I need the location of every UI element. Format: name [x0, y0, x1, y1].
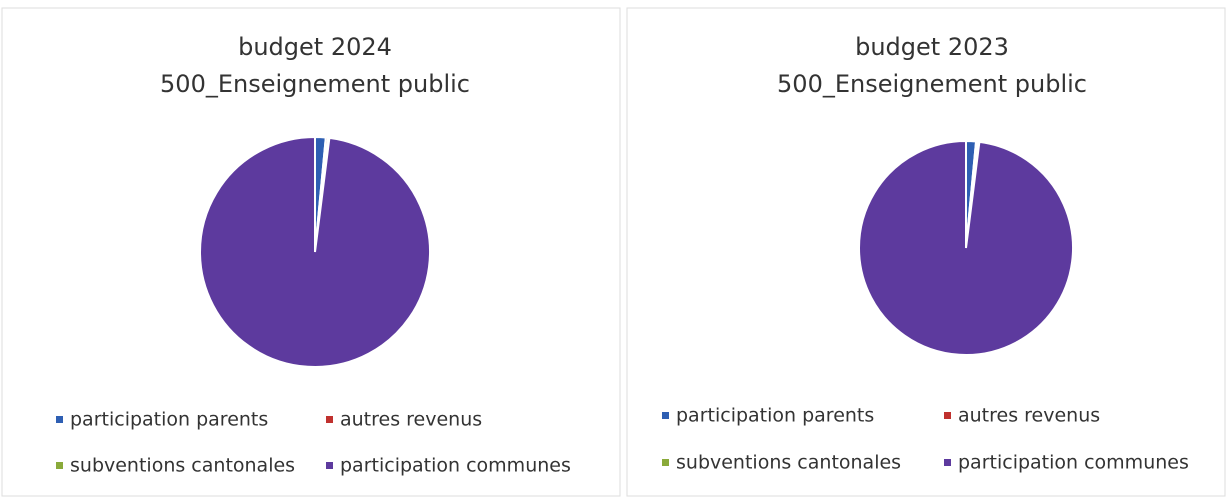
legend-label: participation parents [676, 405, 874, 427]
legend-label: participation communes [958, 452, 1189, 474]
chart-title: budget 2023 [855, 33, 1009, 61]
legend-label: autres revenus [340, 409, 482, 431]
legend-label: participation communes [340, 455, 571, 477]
legend-label: subventions cantonales [70, 455, 295, 477]
chart-title: budget 2024 [238, 33, 392, 61]
legend-marker [326, 416, 333, 423]
legend-marker [944, 412, 951, 419]
legend-marker [944, 459, 951, 466]
legend-marker [662, 459, 669, 466]
pie-slice [199, 135, 431, 368]
legend-label: participation parents [70, 409, 268, 431]
chart-subtitle: 500_Enseignement public [777, 70, 1087, 98]
legend-label: subventions cantonales [676, 452, 901, 474]
legend-label: autres revenus [958, 405, 1100, 427]
pie-slice [858, 139, 1074, 356]
legend-marker [326, 462, 333, 469]
legend-marker [56, 462, 63, 469]
chart-subtitle: 500_Enseignement public [160, 70, 470, 98]
legend-marker [56, 416, 63, 423]
legend-marker [662, 412, 669, 419]
